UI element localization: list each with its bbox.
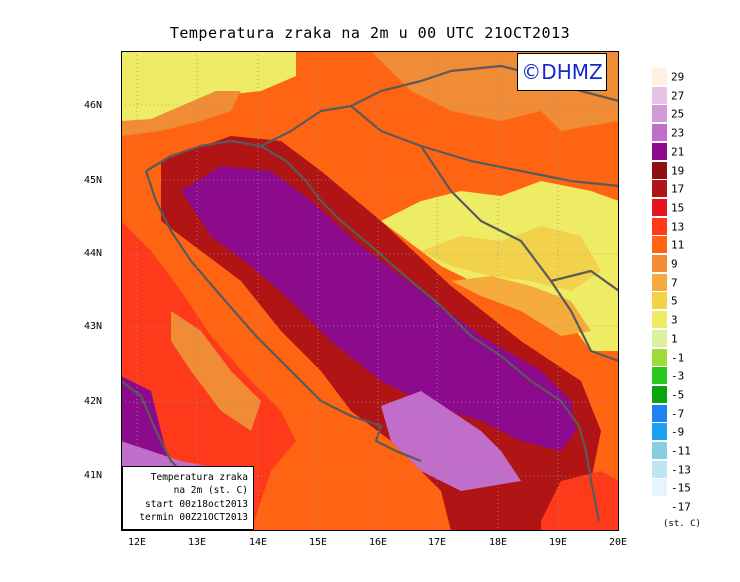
colorbar-level-label: 21 [671,145,685,159]
colorbar-unit: (st. C) [663,519,701,529]
colorbar-level-label: 15 [671,201,685,215]
lat-label-44n: 44N [84,248,103,259]
colorbar-swatch [652,385,667,403]
west-adriatic-coast [144,170,422,463]
colorbar-level-label: 5 [671,294,678,308]
info-line-3: start 00z18oct2013 [145,498,248,510]
colorbar-level-label: 3 [671,313,678,327]
field-interior-orange [451,276,591,336]
colorbar-swatch [652,161,667,179]
colorbar-swatch [652,404,667,422]
colorbar-swatch [652,292,667,310]
colorbar-level-label: -17 [671,500,691,514]
lon-label-16e: 16E [368,537,388,548]
colorbar-swatch [652,479,667,497]
colorbar-swatch [652,423,667,441]
info-box: Temperatura zraka na 2m (st. C) start 00… [122,466,254,530]
lat-label-45n: 45N [84,175,103,186]
colorbar-swatch [652,329,667,347]
lon-label-17e: 17E [427,537,447,548]
lon-label-15e: 15E [308,537,328,548]
colorbar-swatch [652,273,667,291]
colorbar-swatch [652,460,667,478]
lon-label-13e: 13E [187,537,207,548]
colorbar-level-label: -1 [671,351,685,364]
lon-label-14e: 14E [248,537,268,548]
map-frame [121,51,619,531]
temperature-map [121,51,619,531]
colorbar-swatch [652,255,667,272]
colorbar-level-label: -13 [671,463,691,477]
lat-label-43n: 43N [84,321,103,332]
lat-label-41n: 41N [84,470,103,481]
lat-label-46n: 46N [84,100,103,111]
lon-label-20e: 20E [608,537,628,548]
field-albania [541,471,619,531]
colorbar-level-label: 13 [671,220,685,234]
colorbar-level-label: 9 [671,257,678,271]
lon-label-12e: 12E [127,537,147,548]
colorbar-level-label: -7 [671,407,685,421]
colorbar-swatch [652,142,667,160]
colorbar-level-label: 23 [671,126,685,140]
lon-label-18e: 18E [488,537,508,548]
info-line-4: termin 00Z21OCT2013 [139,512,248,524]
inland-border-3 [550,269,619,292]
colorbar-level-label: 27 [671,89,685,103]
field-alps-cool [121,51,296,126]
colorbar-swatch [652,236,667,254]
info-line-1: Temperatura zraka [150,472,248,483]
colorbar-level-label: 11 [671,238,685,252]
colorbar-level-label: 19 [671,164,685,177]
colorbar-swatch [652,311,667,329]
colorbar-swatch [652,198,667,216]
colorbar-level-label: 7 [671,276,678,290]
colorbar-swatch [652,367,667,385]
colorbar-swatch [652,124,667,142]
colorbar-level-label: -9 [671,425,685,439]
colorbar-swatch [652,442,667,459]
colorbar-level-label: 1 [671,332,678,346]
colorbar-level-label: 29 [671,70,685,84]
east-adriatic-coast [145,139,601,522]
field-interior-yellow [421,226,601,291]
field-south-adriatic [381,391,521,491]
colorbar-swatch [652,498,667,516]
colorbar-swatch [652,180,667,198]
map-title: Temperatura zraka na 2m u 00 UTC 21OCT20… [169,24,571,42]
colorbar-swatch [652,105,667,123]
colorbar-swatch [652,86,667,104]
colorbar-swatch [652,68,667,85]
dhmz-logo: ©DHMZ [517,53,607,91]
colorbar-level-label: 17 [671,182,685,196]
colorbar-level-label: -11 [671,444,691,458]
field-italy-inner [171,311,261,431]
colorbar-swatch [652,217,667,235]
colorbar-level-label: 25 [671,107,685,121]
colorbar-swatch [652,348,667,366]
info-line-2: na 2m (st. C) [173,485,248,497]
lon-label-19e: 19E [548,537,568,548]
lat-label-42n: 42N [84,396,103,407]
inland-border-1 [350,105,619,188]
field-adriatic [181,166,576,451]
colorbar-level-label: -15 [671,481,691,495]
grid [121,51,619,531]
field-alps-mid [121,91,241,136]
inland-border-2 [420,145,619,363]
colorbar-level-label: -5 [671,388,685,402]
colorbar-level-label: -3 [671,369,685,383]
